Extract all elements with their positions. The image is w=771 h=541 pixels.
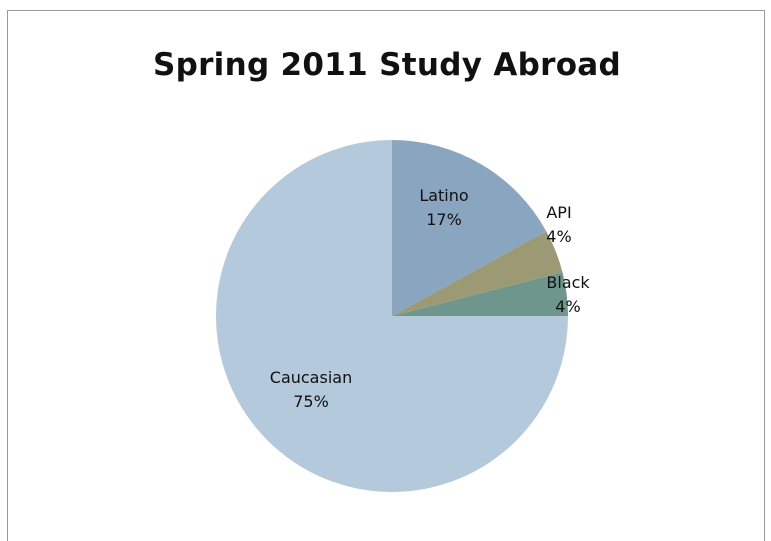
slice-value-black: 4% <box>555 297 580 316</box>
slice-label-latino: Latino <box>419 186 468 205</box>
slice-value-caucasian: 75% <box>293 392 329 411</box>
pie-slice-black <box>392 272 568 316</box>
pie-slice-api <box>392 231 563 316</box>
slice-value-api: 4% <box>546 227 571 246</box>
chart-title: Spring 2011 Study Abroad <box>152 47 622 83</box>
chart-frame: Spring 2011 Study Abroad <box>7 10 765 541</box>
pie-slice-caucasian <box>216 140 568 492</box>
slice-label-api: API <box>546 203 571 222</box>
slice-label-black: Black <box>546 273 590 292</box>
slice-value-latino: 17% <box>426 210 462 229</box>
slice-label-caucasian: Caucasian <box>270 368 352 387</box>
pie-slice-latino <box>392 140 547 316</box>
